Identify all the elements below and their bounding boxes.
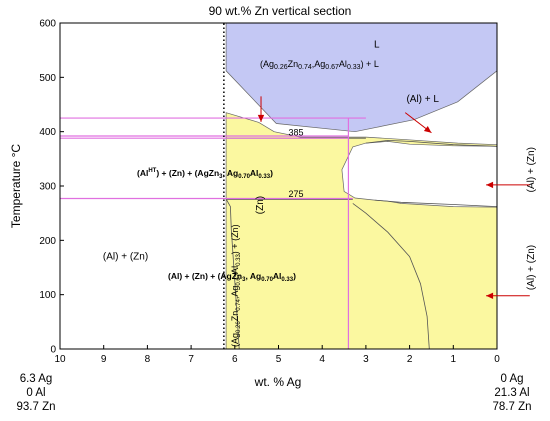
y-axis-label: Temperature °C xyxy=(9,144,23,228)
arrow-head xyxy=(257,114,265,122)
region-liquid xyxy=(225,22,498,133)
region-upper-solid xyxy=(225,112,498,350)
arrow-2 xyxy=(486,181,530,189)
x-tick-label: 2 xyxy=(407,354,413,365)
guides-layer xyxy=(60,23,366,349)
x-tick-label: 8 xyxy=(145,354,151,365)
y-tick-label: 400 xyxy=(39,127,56,138)
x-tick-label: 1 xyxy=(451,354,457,365)
x-tick-label: 6 xyxy=(232,354,238,365)
annotation-2: (Zn) xyxy=(255,196,266,214)
arrow-head xyxy=(486,181,494,189)
arrow-head xyxy=(486,292,494,299)
arrow-3 xyxy=(486,292,530,299)
annotations-layer: L (Al) + L (Zn) 385 275 (Al) + (Zn) (Al) + (Zn… xyxy=(103,39,537,290)
left-composition-ag: 6.3 Ag xyxy=(20,373,53,385)
arrow-0 xyxy=(257,96,265,122)
left-composition-al: 0 Al xyxy=(26,387,45,399)
x-tick-label: 5 xyxy=(276,354,282,365)
arrow-1 xyxy=(404,112,432,134)
annotation-3: 385 xyxy=(288,127,303,137)
x-tick-label: 3 xyxy=(363,354,369,365)
annotation-1: (Al) + L xyxy=(406,94,439,105)
line-divider-high xyxy=(365,139,498,147)
regions-layer xyxy=(225,22,498,350)
region-label-ag-zn-liquid: (Ag0.26Zn0.74,Ag0.67Al0.33) + L xyxy=(260,59,379,71)
x-axis-label: wt. % Ag xyxy=(254,375,302,389)
x-tick-label: 4 xyxy=(319,354,325,365)
x-tick-label: 0 xyxy=(494,354,500,365)
annotation-7: (Al) + (Zn) xyxy=(526,245,537,290)
annotation-0: L xyxy=(374,39,380,50)
arrow-head xyxy=(423,126,432,133)
left-composition-zn: 93.7 Zn xyxy=(17,401,56,413)
line-solidus xyxy=(225,198,240,350)
right-composition-ag: 0 Ag xyxy=(500,373,523,385)
line-divider-low xyxy=(374,199,498,207)
right-composition-al: 21.3 Al xyxy=(494,387,529,399)
y-tick-label: 0 xyxy=(50,345,56,356)
annotation-4: 275 xyxy=(288,189,303,199)
y-tick-label: 300 xyxy=(39,182,56,193)
region-label-al-ht-zn: (AlHT) + (Zn) + (AgZn3, Ag0.70Al0.33) xyxy=(137,168,273,180)
annotation-5: (Al) + (Zn) xyxy=(103,251,148,262)
y-tick-label: 200 xyxy=(39,236,56,247)
y-tick-label: 600 xyxy=(39,19,56,30)
y-tick-label: 100 xyxy=(39,290,56,301)
line-boundary xyxy=(352,203,430,350)
region-label-al-zn-agzn3: (Al) + (Zn) + (AgZn3, Ag0.70Al0.33) xyxy=(168,271,296,283)
arrows-layer xyxy=(257,96,530,299)
region-label-ag-zn-zn-vertical: (Ag0.26Zn0.74,Ag0.67Al0.33) + (Zn) xyxy=(230,224,242,347)
x-tick-label: 7 xyxy=(188,354,194,365)
y-tick-label: 500 xyxy=(39,73,56,84)
right-composition-zn: 78.7 Zn xyxy=(493,401,532,413)
annotation-6: (Al) + (Zn) xyxy=(526,147,537,192)
chart-title: 90 wt.% Zn vertical section xyxy=(209,4,352,18)
x-tick-label: 10 xyxy=(54,354,66,365)
x-tick-label: 9 xyxy=(101,354,107,365)
